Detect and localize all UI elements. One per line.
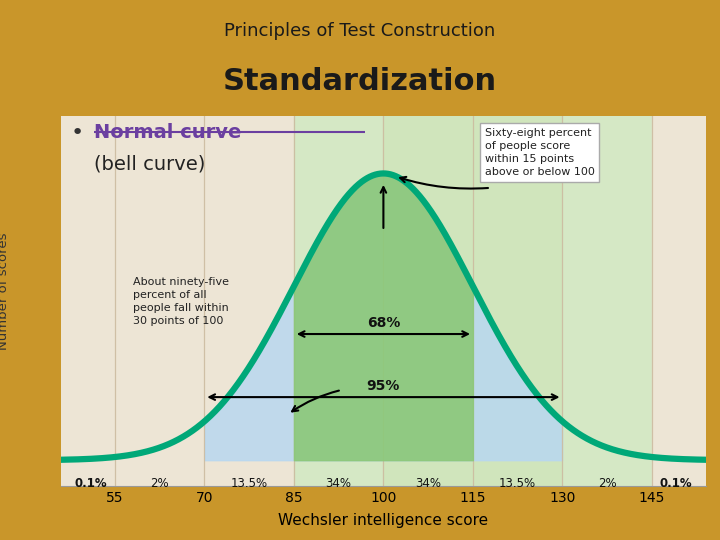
Text: 0.1%: 0.1%	[660, 477, 692, 490]
Bar	[562, 116, 652, 486]
Text: 13.5%: 13.5%	[499, 477, 536, 490]
Text: Normal curve: Normal curve	[94, 123, 241, 142]
Bar	[473, 116, 562, 486]
Bar	[115, 116, 204, 486]
Text: (bell curve): (bell curve)	[94, 155, 205, 174]
Text: 2%: 2%	[598, 477, 616, 490]
Text: Standardization: Standardization	[223, 68, 497, 97]
Text: •: •	[70, 123, 84, 143]
Text: 34%: 34%	[415, 477, 441, 490]
Text: Principles of Test Construction: Principles of Test Construction	[225, 22, 495, 40]
Bar	[204, 116, 294, 486]
Bar	[294, 116, 383, 486]
Bar	[61, 116, 115, 486]
Text: 13.5%: 13.5%	[230, 477, 268, 490]
Bar	[383, 116, 473, 486]
Text: 34%: 34%	[325, 477, 351, 490]
Text: 0.1%: 0.1%	[75, 477, 107, 490]
Text: 95%: 95%	[366, 379, 400, 393]
Text: Number of scores: Number of scores	[0, 233, 10, 350]
Text: About ninety-five
percent of all
people fall within
30 points of 100: About ninety-five percent of all people …	[132, 276, 229, 326]
Bar	[652, 116, 706, 486]
Text: 2%: 2%	[150, 477, 169, 490]
Text: 68%: 68%	[366, 316, 400, 330]
Text: Sixty-eight percent
of people score
within 15 points
above or below 100: Sixty-eight percent of people score with…	[485, 127, 595, 177]
X-axis label: Wechsler intelligence score: Wechsler intelligence score	[279, 513, 488, 528]
